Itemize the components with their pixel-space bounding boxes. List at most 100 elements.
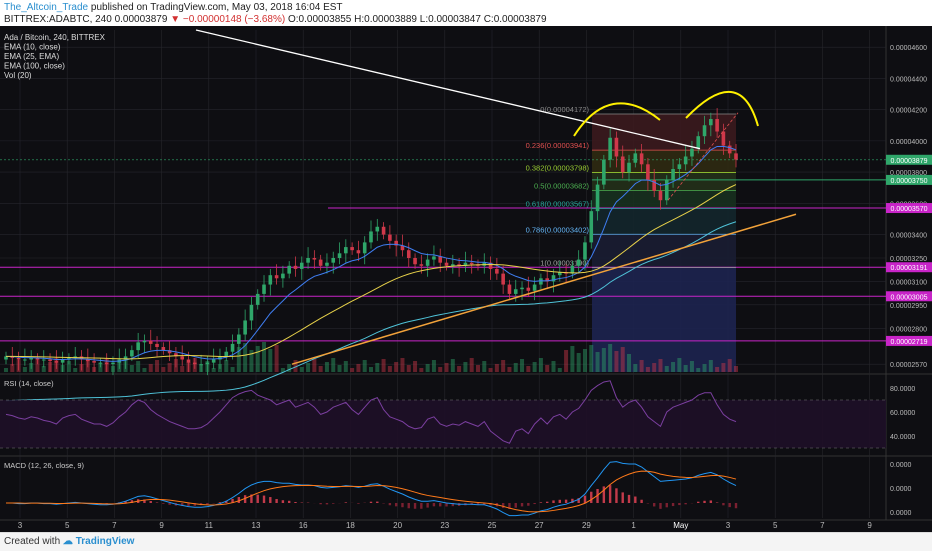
candle-body	[703, 125, 707, 136]
volume-bar	[489, 368, 493, 372]
macd-histogram-bar	[433, 503, 435, 506]
time-tick: 3	[18, 521, 23, 530]
fib-zone	[592, 114, 736, 150]
macd-histogram-bar	[414, 503, 416, 509]
macd-histogram-bar	[326, 503, 328, 504]
macd-histogram-bar	[150, 501, 152, 503]
candle-body	[300, 263, 304, 269]
time-tick: 13	[252, 521, 261, 530]
volume-bar	[589, 345, 593, 372]
candle-body	[495, 269, 499, 274]
volume-bar	[602, 348, 606, 372]
rsi-band-fill	[0, 400, 886, 448]
volume-bar	[646, 367, 650, 372]
candle-body	[224, 352, 228, 357]
candle-body	[508, 285, 512, 294]
candle-body	[306, 258, 310, 263]
macd-histogram-bar	[206, 503, 208, 504]
macd-histogram-bar	[257, 495, 259, 503]
volume-bar	[344, 361, 348, 372]
candle-body	[42, 360, 46, 361]
chart-header: The_Altcoin_Trade published on TradingVi…	[0, 0, 932, 26]
candle-body	[470, 263, 474, 265]
volume-bar	[514, 363, 518, 372]
price-label-text: 0.00003191	[891, 265, 928, 272]
candle-body	[407, 250, 411, 258]
candle-body	[646, 164, 650, 180]
last-price: 0.00003879	[115, 14, 168, 25]
candle-body	[514, 289, 518, 294]
author-link[interactable]: The_Altcoin_Trade	[4, 2, 88, 13]
volume-bar	[677, 358, 681, 372]
time-tick: 5	[773, 521, 778, 530]
candle-body	[627, 163, 631, 172]
volume-bar	[161, 367, 165, 372]
candle-body	[501, 274, 505, 285]
price-label-text: 0.00003570	[891, 206, 928, 213]
candle-body	[382, 227, 386, 235]
candle-body	[634, 153, 638, 162]
fib-label: 0.382(0.00003798)	[526, 163, 590, 172]
candle-body	[388, 235, 392, 241]
macd-histogram-bar	[502, 503, 504, 508]
ohlc-line: BITTREX:ADABTC, 240 0.00003879 ▼ −0.0000…	[4, 14, 547, 25]
price-label-text: 0.00003879	[891, 158, 928, 165]
macd-tick: 0.0000	[890, 510, 912, 517]
candle-body	[319, 260, 323, 266]
candle-body	[596, 185, 600, 212]
volume-bar	[300, 367, 304, 372]
publish-line: The_Altcoin_Trade published on TradingVi…	[4, 2, 343, 13]
volume-bar	[256, 346, 260, 372]
legend-entry: EMA (100, close)	[4, 62, 65, 71]
volume-bar	[369, 367, 373, 372]
candle-body	[357, 250, 361, 253]
macd-histogram-bar	[622, 492, 624, 503]
volume-bar	[470, 358, 474, 372]
macd-histogram-bar	[678, 503, 680, 505]
volume-bar	[627, 354, 631, 372]
macd-histogram-bar	[282, 500, 284, 503]
volume-bar	[168, 363, 172, 372]
macd-histogram-bar	[269, 497, 271, 503]
candle-body	[696, 136, 700, 148]
volume-bar	[275, 345, 279, 372]
candle-body	[281, 274, 285, 279]
volume-bar	[419, 368, 423, 372]
candle-body	[206, 363, 210, 365]
fib-retracement-box	[592, 114, 736, 372]
macd-histogram-bar	[634, 497, 636, 503]
macd-histogram-bar	[389, 503, 391, 505]
volume-bar	[224, 360, 228, 372]
volume-bar	[130, 365, 134, 372]
tradingview-logo[interactable]: ☁ TradingView	[63, 536, 135, 547]
candle-body	[533, 285, 537, 291]
publish-info: published on TradingView.com, May 03, 20…	[88, 2, 342, 13]
candle-body	[149, 341, 153, 344]
macd-histogram-bar	[729, 503, 731, 507]
volume-bar	[545, 365, 549, 372]
fib-label: 0.786(0.00003402)	[526, 225, 590, 234]
time-tick: 20	[393, 521, 402, 530]
price-tick: 0.00004600	[890, 45, 927, 52]
volume-bar	[231, 367, 235, 372]
volume-bar	[608, 344, 612, 372]
volume-bar	[149, 364, 153, 372]
legend-entry: Ada / Bitcoin, 240, BITTREX	[4, 33, 106, 42]
macd-histogram-bar	[584, 496, 586, 503]
candle-body	[23, 360, 27, 361]
fib-label: 1(0.00003190)	[540, 258, 589, 267]
volume-bar	[596, 352, 600, 372]
fib-label: 0.618(0.00003567)	[526, 199, 590, 208]
candle-body	[602, 160, 606, 185]
chart-canvas[interactable]: 0(0.00004172)0.236(0.00003941)0.382(0.00…	[0, 26, 932, 532]
macd-histogram-bar	[294, 502, 296, 503]
candle-body	[734, 153, 738, 159]
macd-histogram-bar	[659, 503, 661, 509]
macd-histogram-bar	[640, 500, 642, 503]
fib-extension-zone	[592, 267, 736, 372]
macd-histogram-bar	[735, 503, 737, 508]
volume-bar	[728, 359, 732, 372]
volume-bar	[306, 363, 310, 372]
candle-body	[338, 253, 342, 258]
macd-histogram-bar	[527, 503, 529, 506]
